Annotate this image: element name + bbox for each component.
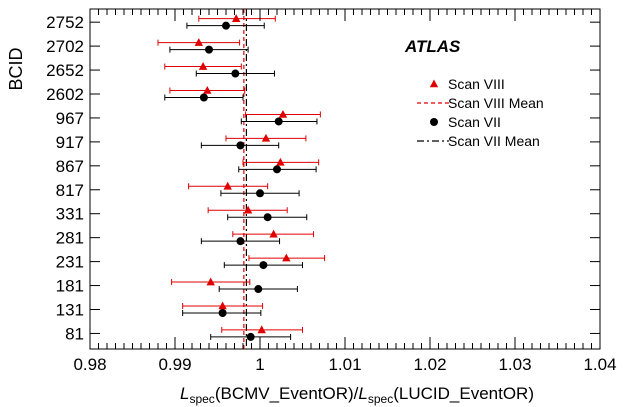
- plot-area: [89, 8, 601, 350]
- triangle-marker: [261, 133, 271, 142]
- y-tick-label: 867: [56, 157, 84, 176]
- x-tick-label: 1.04: [583, 355, 616, 374]
- legend-label: Scan VII Mean: [448, 133, 540, 149]
- y-tick-label: 917: [56, 133, 84, 152]
- x-axis-label-part: (BCMV_EventOR)/: [215, 384, 359, 403]
- y-tick-label: 331: [56, 205, 84, 224]
- circle-marker: [205, 45, 213, 54]
- triangle-marker: [203, 86, 212, 94]
- triangle-marker: [269, 229, 278, 238]
- y-tick-label: 2752: [46, 13, 84, 32]
- legend-circle-icon: [430, 118, 438, 126]
- y-tick-label: 817: [56, 181, 84, 200]
- circle-marker: [259, 261, 268, 270]
- y-tick-label: 131: [56, 300, 84, 319]
- triangle-marker: [282, 253, 291, 262]
- mean-lines: [243, 9, 247, 349]
- circle-marker: [263, 213, 272, 222]
- circle-marker: [236, 237, 245, 246]
- x-tick-label: 0.98: [73, 355, 106, 374]
- x-axis: 0.98 0.99 1 1.01 1.02 1.03 1.04: [73, 9, 617, 374]
- circle-marker: [254, 285, 263, 294]
- markers: [194, 14, 291, 341]
- triangle-marker: [223, 181, 232, 190]
- y-tick-label: 967: [56, 109, 84, 128]
- error-bars: [157, 15, 326, 340]
- x-axis-label-part: L: [358, 384, 367, 403]
- legend-triangle-icon: [429, 79, 439, 88]
- triangle-marker: [206, 277, 215, 286]
- triangle-marker: [198, 62, 208, 70]
- y-tick-label: 2602: [46, 85, 84, 104]
- circle-marker: [274, 117, 283, 126]
- x-axis-label-part: spec: [189, 392, 214, 406]
- y-axis: 2752 2702 2652 2602 967 917 867 817 331 281 231 181…: [46, 13, 600, 343]
- legend-label: Scan VII: [448, 114, 501, 130]
- triangle-marker: [276, 157, 285, 166]
- plot-frame: [89, 8, 601, 350]
- circle-marker: [273, 165, 281, 174]
- x-axis-label-part: L: [180, 384, 189, 403]
- y-tick-label: 2702: [46, 37, 84, 56]
- y-tick-label: 281: [56, 229, 84, 248]
- circle-marker: [246, 332, 255, 341]
- circle-marker: [231, 69, 240, 78]
- y-tick-label: 181: [56, 277, 84, 296]
- triangle-marker: [194, 38, 203, 46]
- x-axis-label: Lspec(BCMV_EventOR)/Lspec(LUCID_EventOR): [180, 384, 534, 406]
- circle-marker: [256, 189, 264, 198]
- y-tick-label: 2652: [46, 61, 84, 80]
- x-tick-label: 1.02: [413, 355, 446, 374]
- x-tick-label: 1.03: [498, 355, 531, 374]
- y-tick-label: 231: [56, 253, 84, 272]
- y-axis-label: BCID: [6, 47, 26, 90]
- circle-marker: [222, 21, 230, 30]
- legend-label: Scan VIII Mean: [448, 95, 544, 111]
- circle-marker: [236, 141, 245, 150]
- legend: Scan VIII Scan VIII Mean Scan VII Scan VII …: [417, 76, 544, 149]
- x-tick-label: 1: [255, 355, 264, 374]
- circle-marker: [199, 93, 208, 102]
- x-tick-label: 1.01: [328, 355, 361, 374]
- x-tick-label: 0.99: [158, 355, 191, 374]
- triangle-marker: [257, 325, 266, 334]
- atlas-label: ATLAS: [404, 37, 461, 56]
- y-tick-label: 81: [65, 324, 84, 343]
- legend-label: Scan VIII: [448, 76, 505, 92]
- triangle-marker: [218, 301, 227, 310]
- x-axis-label-part: spec: [368, 392, 393, 406]
- x-axis-label-part: (LUCID_EventOR): [393, 384, 534, 403]
- circle-marker: [218, 308, 227, 317]
- triangle-marker: [278, 109, 288, 118]
- triangle-marker: [243, 205, 253, 214]
- triangle-marker: [232, 14, 241, 22]
